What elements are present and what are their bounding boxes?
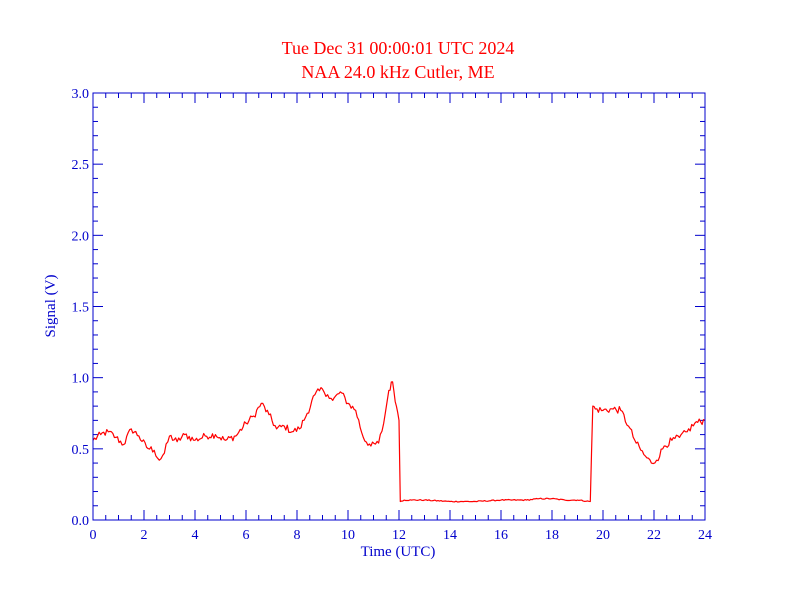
- plot-frame: [92, 92, 706, 521]
- x-tick-label: 18: [545, 528, 559, 543]
- y-tick-label: 0.0: [72, 514, 90, 529]
- y-tick-label: 0.5: [72, 443, 90, 458]
- x-tick-label: 16: [494, 528, 508, 543]
- x-tick-label: 14: [443, 528, 457, 543]
- y-tick-label: 1.5: [72, 301, 90, 316]
- x-tick-label: 24: [698, 528, 712, 543]
- chart-title: Tue Dec 31 00:00:01 UTC 2024: [282, 38, 515, 58]
- axis-ticks: [92, 92, 706, 521]
- chart-subtitle: NAA 24.0 kHz Cutler, ME: [301, 62, 494, 82]
- y-axis-label: Signal (V): [43, 275, 59, 338]
- x-tick-label: 2: [141, 528, 148, 543]
- x-axis-label: Time (UTC): [361, 544, 436, 560]
- x-tick-label: 6: [243, 528, 250, 543]
- x-tick-label: 8: [294, 528, 301, 543]
- tick-labels: 0 2 4 6 8 10 12 14 16 18 20 22 240.00.51.01.52.02.53…: [72, 87, 713, 543]
- x-tick-label: 12: [392, 528, 406, 543]
- x-tick-label: 4: [192, 528, 199, 543]
- x-tick-label: 0: [90, 528, 97, 543]
- x-tick-label: 20: [596, 528, 610, 543]
- series-line: [92, 381, 706, 503]
- x-tick-label: 10: [341, 528, 355, 543]
- y-tick-label: 2.5: [72, 158, 90, 173]
- x-tick-label: 22: [647, 528, 661, 543]
- y-tick-label: 3.0: [72, 87, 90, 102]
- y-tick-label: 1.0: [72, 372, 90, 387]
- y-tick-label: 2.0: [72, 229, 90, 244]
